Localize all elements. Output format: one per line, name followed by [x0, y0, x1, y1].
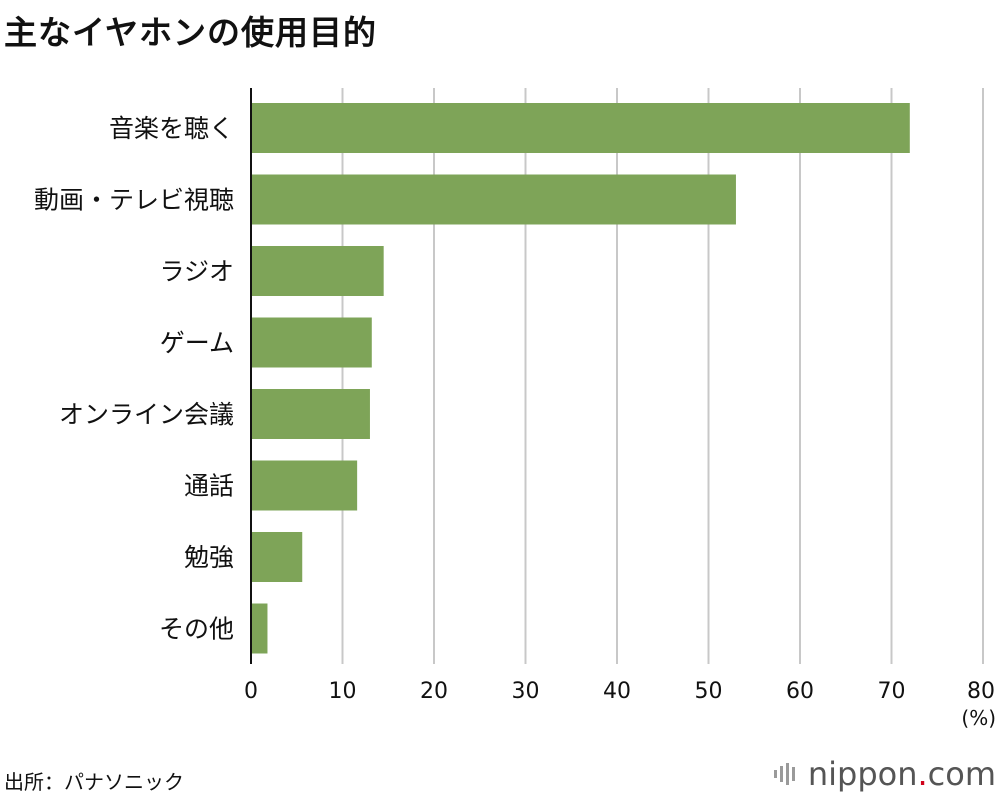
category-label: 勉強: [184, 543, 234, 572]
bar: [251, 532, 303, 582]
category-label: 通話: [184, 472, 234, 501]
x-tick-label: 80: [967, 679, 995, 704]
x-tick-label: 30: [512, 679, 540, 704]
grid-layer: [341, 88, 984, 664]
x-tick-label: 10: [329, 679, 357, 704]
category-label: ラジオ: [159, 257, 234, 286]
x-tick-label: 70: [878, 679, 906, 704]
x-tick-label: 20: [420, 679, 448, 704]
category-label: 動画・テレビ視聴: [34, 186, 234, 215]
category-label: ゲーム: [160, 329, 234, 358]
category-label: その他: [159, 615, 234, 644]
brand-logo: nippon.com: [772, 755, 996, 793]
x-unit-label: (%): [961, 706, 996, 730]
bar: [251, 317, 372, 368]
bar: [251, 174, 736, 225]
brand-name: nippon.com: [807, 755, 996, 793]
brand-mark-icon: [773, 763, 795, 785]
chart-title: 主なイヤホンの使用目的: [4, 13, 378, 52]
x-tick-label: 60: [786, 679, 814, 704]
bar: [251, 603, 268, 654]
bar: [251, 246, 384, 296]
bar: [251, 103, 910, 153]
category-label: オンライン会議: [59, 400, 234, 429]
bar-layer: [251, 103, 910, 654]
source-note: 出所：パナソニック: [4, 770, 184, 794]
x-tick-label: 40: [603, 679, 631, 704]
x-tick-label: 0: [244, 679, 258, 704]
category-label: 音楽を聴く: [109, 114, 234, 143]
x-tick-label: 50: [695, 679, 723, 704]
bar: [251, 389, 370, 439]
x-tick-labels: 0 10 20 30 40 50 60 70 80: [244, 679, 995, 704]
bar: [251, 460, 358, 511]
